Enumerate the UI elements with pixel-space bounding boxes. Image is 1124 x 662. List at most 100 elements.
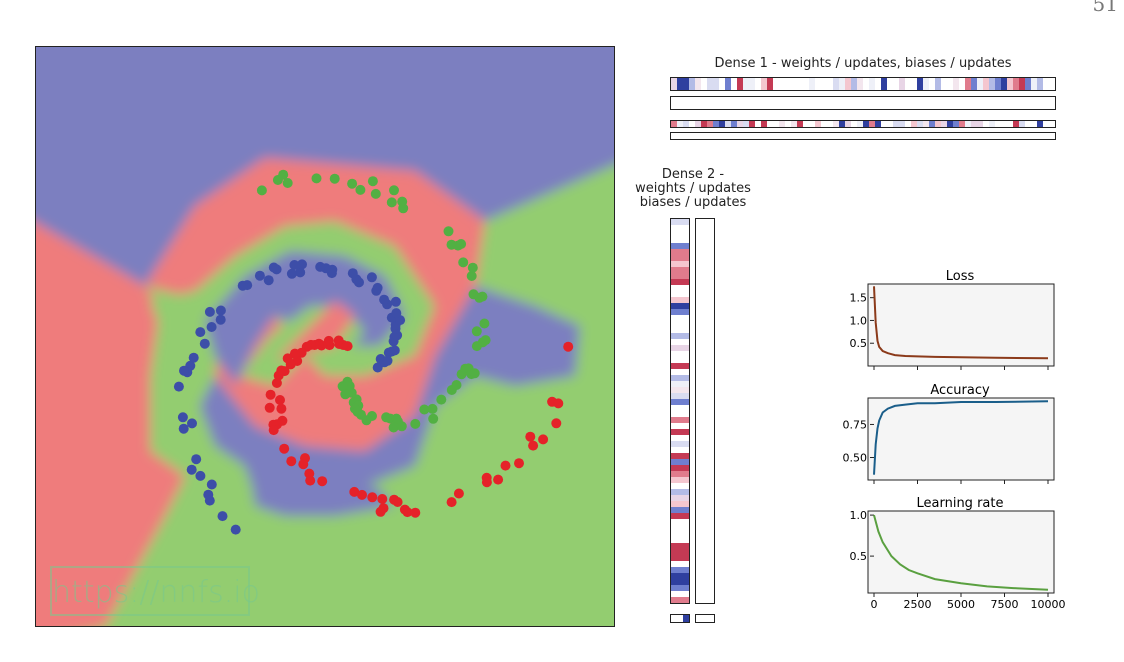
heatmap-cell xyxy=(857,121,863,127)
heatmap-cell xyxy=(671,519,689,525)
scatter-point xyxy=(347,178,358,189)
heatmap-cell xyxy=(683,615,689,622)
heatmap-cell xyxy=(671,303,689,309)
scatter-point xyxy=(263,275,274,286)
scatter-point xyxy=(525,431,536,442)
scatter-point xyxy=(391,308,402,319)
heatmap-cell xyxy=(671,121,677,127)
scatter-point xyxy=(268,425,279,436)
scatter-point xyxy=(206,322,217,332)
heatmap-cell xyxy=(671,285,689,291)
heatmap-cell xyxy=(803,78,809,90)
heatmap-cell xyxy=(713,121,719,127)
heatmap-cell xyxy=(881,121,887,127)
lr-subplot: Learning rate 0.5 1.0 0 2500 5000 7500 10000 xyxy=(850,496,1066,611)
scatter-point xyxy=(188,352,199,363)
heatmap-cell xyxy=(959,78,965,90)
scatter-point xyxy=(551,418,562,429)
heatmap-cell xyxy=(971,78,977,90)
scatter-point xyxy=(477,291,488,302)
heatmap-cell xyxy=(671,345,689,351)
heatmap-cell xyxy=(875,78,881,90)
heatmap-cell xyxy=(671,459,689,465)
scatter-point xyxy=(500,460,511,471)
heatmap-cell xyxy=(689,121,695,127)
scatter-point xyxy=(173,381,184,392)
scatter-point xyxy=(256,185,267,196)
heatmap-cell xyxy=(671,387,689,393)
heatmap-cell xyxy=(965,78,971,90)
heatmap-cell xyxy=(983,121,989,127)
y-tick-label: 1.5 xyxy=(850,292,868,305)
scatter-point xyxy=(276,403,287,414)
scatter-point xyxy=(458,257,469,268)
heatmap-cell xyxy=(773,121,779,127)
heatmap-cell xyxy=(725,121,731,127)
scatter-point xyxy=(268,262,279,273)
heatmap-cell xyxy=(671,525,689,531)
heatmap-cell xyxy=(671,579,689,585)
scatter-point xyxy=(367,492,378,503)
scatter-point xyxy=(480,335,491,346)
scatter-point xyxy=(215,314,226,325)
dense2-weights-heatmap xyxy=(670,218,690,604)
heatmap-cell xyxy=(827,121,833,127)
heatmap-cell xyxy=(671,249,689,255)
heatmap-cell xyxy=(1049,121,1055,127)
heatmap-cell xyxy=(671,597,689,603)
heatmap-cell xyxy=(887,78,893,90)
heatmap-cell xyxy=(671,297,689,303)
scatter-point xyxy=(191,454,202,465)
heatmap-cell xyxy=(671,489,689,495)
heatmap-cell xyxy=(671,471,689,477)
scatter-point xyxy=(563,341,574,352)
heatmap-cell xyxy=(671,393,689,399)
heatmap-cell xyxy=(875,121,881,127)
heatmap-cell xyxy=(695,121,701,127)
heatmap-cell xyxy=(977,78,983,90)
heatmap-cell xyxy=(671,513,689,519)
scatter-point xyxy=(451,380,462,390)
heatmap-cell xyxy=(737,121,743,127)
heatmap-cell xyxy=(845,78,851,90)
scatter-point xyxy=(186,464,197,475)
dense1-bias-updates-heatmap xyxy=(670,132,1056,140)
scatter-point xyxy=(295,267,306,278)
heatmap-cell xyxy=(671,291,689,297)
heatmap-cell xyxy=(671,357,689,363)
accuracy-axes xyxy=(867,397,1055,481)
heatmap-cell xyxy=(671,501,689,507)
heatmap-cell xyxy=(1037,78,1043,90)
heatmap-cell xyxy=(671,78,677,90)
heatmap-cell xyxy=(701,121,707,127)
heatmap-cell xyxy=(1025,121,1031,127)
heatmap-cell xyxy=(893,78,899,90)
heatmap-cell xyxy=(935,121,941,127)
heatmap-cell xyxy=(941,78,947,90)
heatmap-cell xyxy=(671,465,689,471)
scatter-point xyxy=(375,506,386,517)
x-tick-label: 5000 xyxy=(947,598,975,611)
scatter-point xyxy=(177,412,188,423)
heatmap-cell xyxy=(1043,121,1049,127)
heatmap-cell xyxy=(869,78,875,90)
scatter-point xyxy=(514,458,524,469)
scatter-point xyxy=(217,511,228,522)
scatter-point xyxy=(370,188,381,199)
heatmap-cell xyxy=(671,453,689,459)
heatmap-cell xyxy=(683,121,689,127)
heatmap-cell xyxy=(797,78,803,90)
scatter-point xyxy=(179,365,189,376)
heatmap-cell xyxy=(815,78,821,90)
heatmap-cell xyxy=(899,121,905,127)
heatmap-cell xyxy=(683,78,689,90)
heatmap-cell xyxy=(941,121,947,127)
scatter-point xyxy=(392,497,403,507)
scatter-point xyxy=(427,403,438,414)
dense2-bias-updates-heatmap xyxy=(695,614,715,623)
dense2-title-line2: weights / updates xyxy=(635,181,751,196)
heatmap-cell xyxy=(671,261,689,267)
heatmap-cell xyxy=(809,121,815,127)
heatmap-cell xyxy=(767,121,773,127)
training-curves: Loss 0.51.01.5 Accuracy 0.500.75 Learnin… xyxy=(843,269,1066,611)
